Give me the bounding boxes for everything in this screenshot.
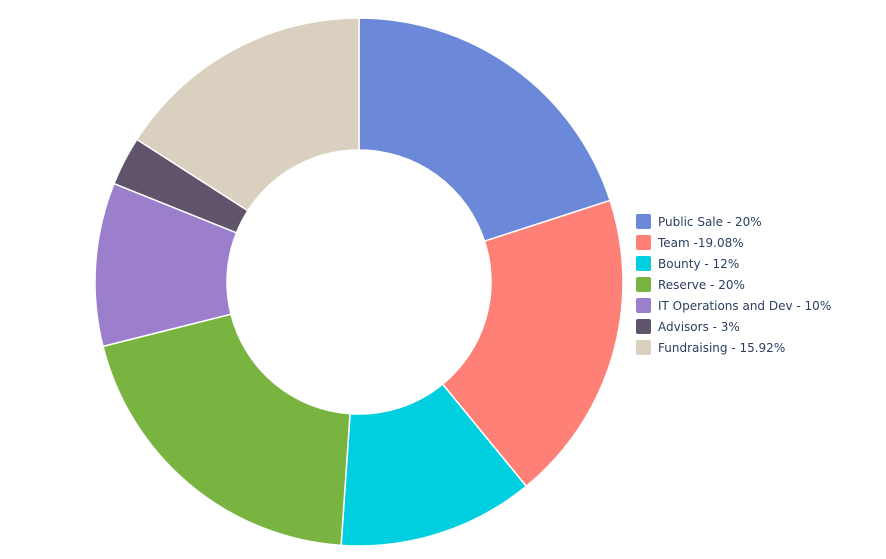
legend-label: IT Operations and Dev - 10%	[658, 298, 832, 313]
chart-legend: Public Sale - 20% Team -19.08% Bounty - 12…	[636, 211, 831, 358]
legend-label: Fundraising - 15.92%	[658, 340, 786, 355]
legend-label: Reserve - 20%	[658, 277, 745, 292]
legend-swatch	[636, 235, 651, 250]
legend-swatch	[636, 319, 651, 334]
legend-item-fundraising[interactable]: Fundraising - 15.92%	[636, 337, 831, 358]
slice-public-sale[interactable]	[358, 17, 612, 243]
slice-fundraising[interactable]	[135, 17, 360, 212]
legend-label: Public Sale - 20%	[658, 214, 762, 229]
legend-item-public-sale[interactable]: Public Sale - 20%	[636, 211, 831, 232]
legend-label: Advisors - 3%	[658, 319, 740, 334]
legend-item-bounty[interactable]: Bounty - 12%	[636, 253, 831, 274]
legend-item-it-operations-and-dev[interactable]: IT Operations and Dev - 10%	[636, 295, 831, 316]
legend-swatch	[636, 256, 651, 271]
legend-swatch	[636, 340, 651, 355]
legend-label: Bounty - 12%	[658, 256, 740, 271]
legend-item-team[interactable]: Team -19.08%	[636, 232, 831, 253]
legend-item-reserve[interactable]: Reserve - 20%	[636, 274, 831, 295]
slice-reserve[interactable]	[102, 313, 351, 547]
slice-team[interactable]	[441, 199, 624, 488]
legend-swatch	[636, 277, 651, 292]
legend-swatch	[636, 298, 651, 313]
legend-swatch	[636, 214, 651, 229]
legend-item-advisors[interactable]: Advisors - 3%	[636, 316, 831, 337]
legend-label: Team -19.08%	[658, 235, 744, 250]
